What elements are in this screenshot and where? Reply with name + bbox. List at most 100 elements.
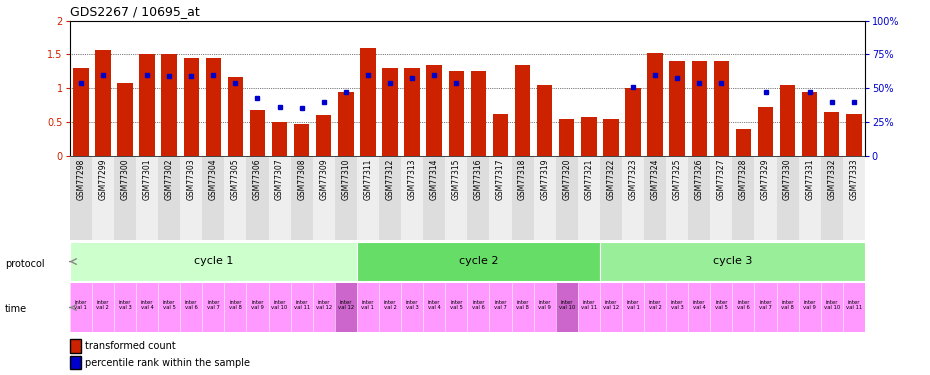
Text: inter
val 3: inter val 3 — [671, 300, 684, 310]
Text: GSM77311: GSM77311 — [364, 158, 372, 200]
Text: GSM77302: GSM77302 — [165, 158, 174, 200]
Bar — [246, 156, 269, 240]
Text: GSM77332: GSM77332 — [828, 158, 836, 200]
Bar — [754, 156, 777, 240]
Text: inter
val 4: inter val 4 — [693, 300, 706, 310]
Text: inter
val 9: inter val 9 — [538, 300, 551, 310]
Text: inter
val 9: inter val 9 — [804, 300, 817, 310]
Text: GSM77323: GSM77323 — [629, 158, 637, 200]
Bar — [290, 156, 312, 240]
Text: inter
val 10: inter val 10 — [559, 300, 575, 310]
Text: inter
val 9: inter val 9 — [251, 300, 264, 310]
Text: inter
val 12: inter val 12 — [338, 300, 354, 310]
Bar — [736, 129, 751, 156]
Bar — [92, 156, 113, 240]
Bar — [335, 283, 357, 332]
Bar — [713, 61, 729, 156]
Text: inter
val 8: inter val 8 — [229, 300, 242, 310]
Bar — [158, 156, 180, 240]
Bar — [272, 122, 287, 156]
Text: inter
val 5: inter val 5 — [450, 300, 463, 310]
Text: GSM77324: GSM77324 — [651, 158, 659, 200]
Text: GSM77312: GSM77312 — [386, 158, 394, 200]
Bar — [556, 156, 578, 240]
Bar — [843, 156, 865, 240]
Text: inter
val 8: inter val 8 — [781, 300, 794, 310]
Text: GSM77330: GSM77330 — [783, 158, 792, 200]
Text: inter
val 2: inter val 2 — [97, 300, 110, 310]
Text: GSM77310: GSM77310 — [341, 158, 351, 200]
Bar — [512, 156, 534, 240]
Bar — [758, 107, 773, 156]
Text: GDS2267 / 10695_at: GDS2267 / 10695_at — [70, 5, 200, 18]
Bar — [578, 156, 600, 240]
Text: inter
val 5: inter val 5 — [163, 300, 176, 310]
Text: inter
val 3: inter val 3 — [119, 300, 131, 310]
Bar — [427, 64, 442, 156]
Bar — [379, 156, 401, 240]
Text: GSM77315: GSM77315 — [452, 158, 460, 200]
Text: protocol: protocol — [5, 260, 45, 269]
Text: GSM77314: GSM77314 — [430, 158, 439, 200]
Bar — [821, 156, 843, 240]
Bar — [357, 242, 600, 281]
Text: inter
val 4: inter val 4 — [428, 300, 441, 310]
Text: GSM77309: GSM77309 — [319, 158, 328, 200]
Bar — [802, 92, 817, 156]
Bar — [95, 50, 111, 156]
Bar — [489, 156, 512, 240]
Bar — [228, 76, 243, 156]
Bar — [405, 68, 419, 156]
Bar — [360, 48, 376, 156]
Text: inter
val 1: inter val 1 — [74, 300, 87, 310]
Bar — [600, 242, 865, 281]
Bar — [733, 156, 754, 240]
Text: inter
val 2: inter val 2 — [648, 300, 661, 310]
Text: inter
val 2: inter val 2 — [383, 300, 396, 310]
Bar — [604, 118, 618, 156]
Text: cycle 2: cycle 2 — [458, 256, 498, 266]
Bar — [423, 156, 445, 240]
Text: inter
val 6: inter val 6 — [185, 300, 198, 310]
Text: inter
val 7: inter val 7 — [206, 300, 219, 310]
Bar — [206, 58, 221, 156]
Bar — [556, 283, 578, 332]
Bar — [401, 156, 423, 240]
Text: GSM77321: GSM77321 — [584, 158, 593, 200]
Text: inter
val 1: inter val 1 — [362, 300, 375, 310]
Bar — [180, 156, 203, 240]
Bar — [824, 112, 840, 156]
Text: inter
val 12: inter val 12 — [603, 300, 619, 310]
Text: GSM77307: GSM77307 — [275, 158, 284, 200]
Bar — [468, 156, 489, 240]
Text: GSM77328: GSM77328 — [739, 158, 748, 200]
Text: cycle 1: cycle 1 — [193, 256, 233, 266]
Bar — [471, 71, 486, 156]
Text: GSM77333: GSM77333 — [849, 158, 858, 200]
Bar — [534, 156, 555, 240]
Text: GSM77326: GSM77326 — [695, 158, 704, 200]
Bar — [622, 156, 644, 240]
Bar — [316, 115, 331, 156]
Bar — [140, 54, 154, 156]
Text: transformed count: transformed count — [85, 341, 176, 351]
Bar — [537, 85, 552, 156]
Text: GSM77319: GSM77319 — [540, 158, 549, 200]
Bar — [688, 156, 711, 240]
Text: inter
val 3: inter val 3 — [405, 300, 419, 310]
Text: GSM77305: GSM77305 — [231, 158, 240, 200]
Bar — [799, 156, 821, 240]
Bar — [224, 156, 246, 240]
Text: GSM77318: GSM77318 — [518, 158, 527, 200]
Bar — [73, 68, 88, 156]
Bar — [70, 242, 357, 281]
Text: inter
val 8: inter val 8 — [516, 300, 529, 310]
Bar — [117, 83, 133, 156]
Text: GSM77301: GSM77301 — [142, 158, 152, 200]
Bar — [846, 114, 861, 156]
Text: inter
val 11: inter val 11 — [845, 300, 862, 310]
Text: GSM77327: GSM77327 — [717, 158, 725, 200]
Text: GSM77308: GSM77308 — [298, 158, 306, 200]
Bar — [445, 156, 467, 240]
Text: GSM77304: GSM77304 — [209, 158, 218, 200]
